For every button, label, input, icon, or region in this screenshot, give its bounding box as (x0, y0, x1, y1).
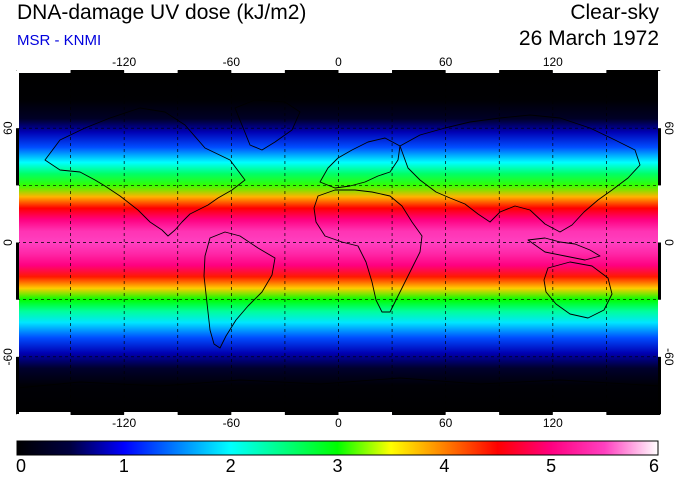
edge-bar-left (16, 356, 19, 414)
edge-bar-top (552, 70, 607, 73)
edge-bar-left (16, 299, 19, 357)
lon-tick-bottom: 120 (543, 416, 563, 430)
latitude-ticks: 60 60 0 0 -60 -60 (1, 121, 676, 366)
lat-tick-right: 60 (662, 121, 676, 135)
edge-bar-right (658, 356, 661, 414)
colorbar-tick-label: 4 (439, 456, 450, 476)
edge-bar-bottom (392, 412, 446, 415)
colorbar-tick-label: 3 (332, 456, 343, 476)
edge-bar-left (16, 71, 19, 129)
edge-bar-bottom (124, 412, 178, 415)
edge-bar-bottom (17, 412, 71, 415)
edge-bar-top (284, 70, 339, 73)
edge-bar-bottom (338, 412, 393, 415)
lat-tick-left: 0 (1, 239, 15, 246)
edge-bar-bottom (445, 412, 500, 415)
lat-tick-left: 60 (1, 121, 15, 135)
edge-bar-bottom (231, 412, 285, 415)
edge-bar-top (231, 70, 285, 73)
graticule (17, 71, 660, 414)
longitude-ticks: -120 -120 -60 -60 0 0 60 60 120 120 (112, 55, 563, 430)
edge-bar-top (606, 70, 660, 73)
lon-tick-top: -60 (223, 55, 241, 69)
coastline-australia (543, 261, 613, 319)
frame-edge-bars (16, 70, 661, 415)
edge-bar-right (658, 299, 661, 357)
lon-tick-top: 120 (543, 55, 563, 69)
coastline-asia (399, 114, 641, 233)
colorbar-tick-label: 2 (225, 456, 236, 476)
sky-condition-label: Clear-sky (570, 1, 659, 24)
colorbar-tick-label: 0 (15, 456, 27, 476)
colorbar-tick-label: 6 (648, 456, 660, 476)
edge-bar-bottom (499, 412, 553, 415)
coastlines (17, 99, 660, 389)
edge-bar-top (392, 70, 446, 73)
coastline-north-america (44, 107, 246, 237)
date-label: 26 March 1972 (518, 27, 659, 50)
lon-tick-bottom: -60 (223, 416, 241, 430)
edge-bar-top (177, 70, 232, 73)
lon-tick-top: 60 (439, 55, 453, 69)
edge-bar-bottom (606, 412, 660, 415)
edge-bar-bottom (552, 412, 607, 415)
edge-bar-bottom (177, 412, 232, 415)
lon-tick-top: 0 (335, 55, 342, 69)
lon-tick-bottom: 0 (335, 416, 342, 430)
lat-tick-right: 0 (662, 239, 676, 246)
coastline-south-america (203, 231, 276, 349)
edge-bar-right (658, 185, 661, 243)
lon-tick-top: -120 (112, 55, 136, 69)
edge-bar-top (499, 70, 553, 73)
edge-bar-bottom (70, 412, 125, 415)
colorbar-tick-label: 1 (118, 456, 129, 476)
edge-bar-top (70, 70, 125, 73)
edge-bar-top (445, 70, 500, 73)
edge-bar-right (658, 242, 661, 300)
colorbar-tick-label: 5 (546, 456, 557, 476)
source-label: MSR - KNMI (17, 32, 102, 49)
edge-bar-left (16, 128, 19, 186)
coastline-greenland (234, 99, 301, 151)
edge-bar-left (16, 185, 19, 243)
lon-tick-bottom: 60 (439, 416, 453, 430)
lat-tick-right: -60 (662, 348, 676, 366)
edge-bar-bottom (284, 412, 339, 415)
edge-bar-top (124, 70, 178, 73)
coastline-antarctica (17, 377, 660, 389)
edge-bar-right (658, 128, 661, 186)
colorbar (16, 440, 659, 456)
edge-bar-right (658, 71, 661, 129)
map-title: DNA-damage UV dose (kJ/m2) (17, 1, 307, 24)
lat-tick-left: -60 (1, 348, 15, 366)
coastline-europe (319, 137, 401, 189)
lon-tick-bottom: -120 (112, 416, 136, 430)
edge-bar-top (338, 70, 393, 73)
edge-bar-top (17, 70, 71, 73)
edge-bar-left (16, 242, 19, 300)
